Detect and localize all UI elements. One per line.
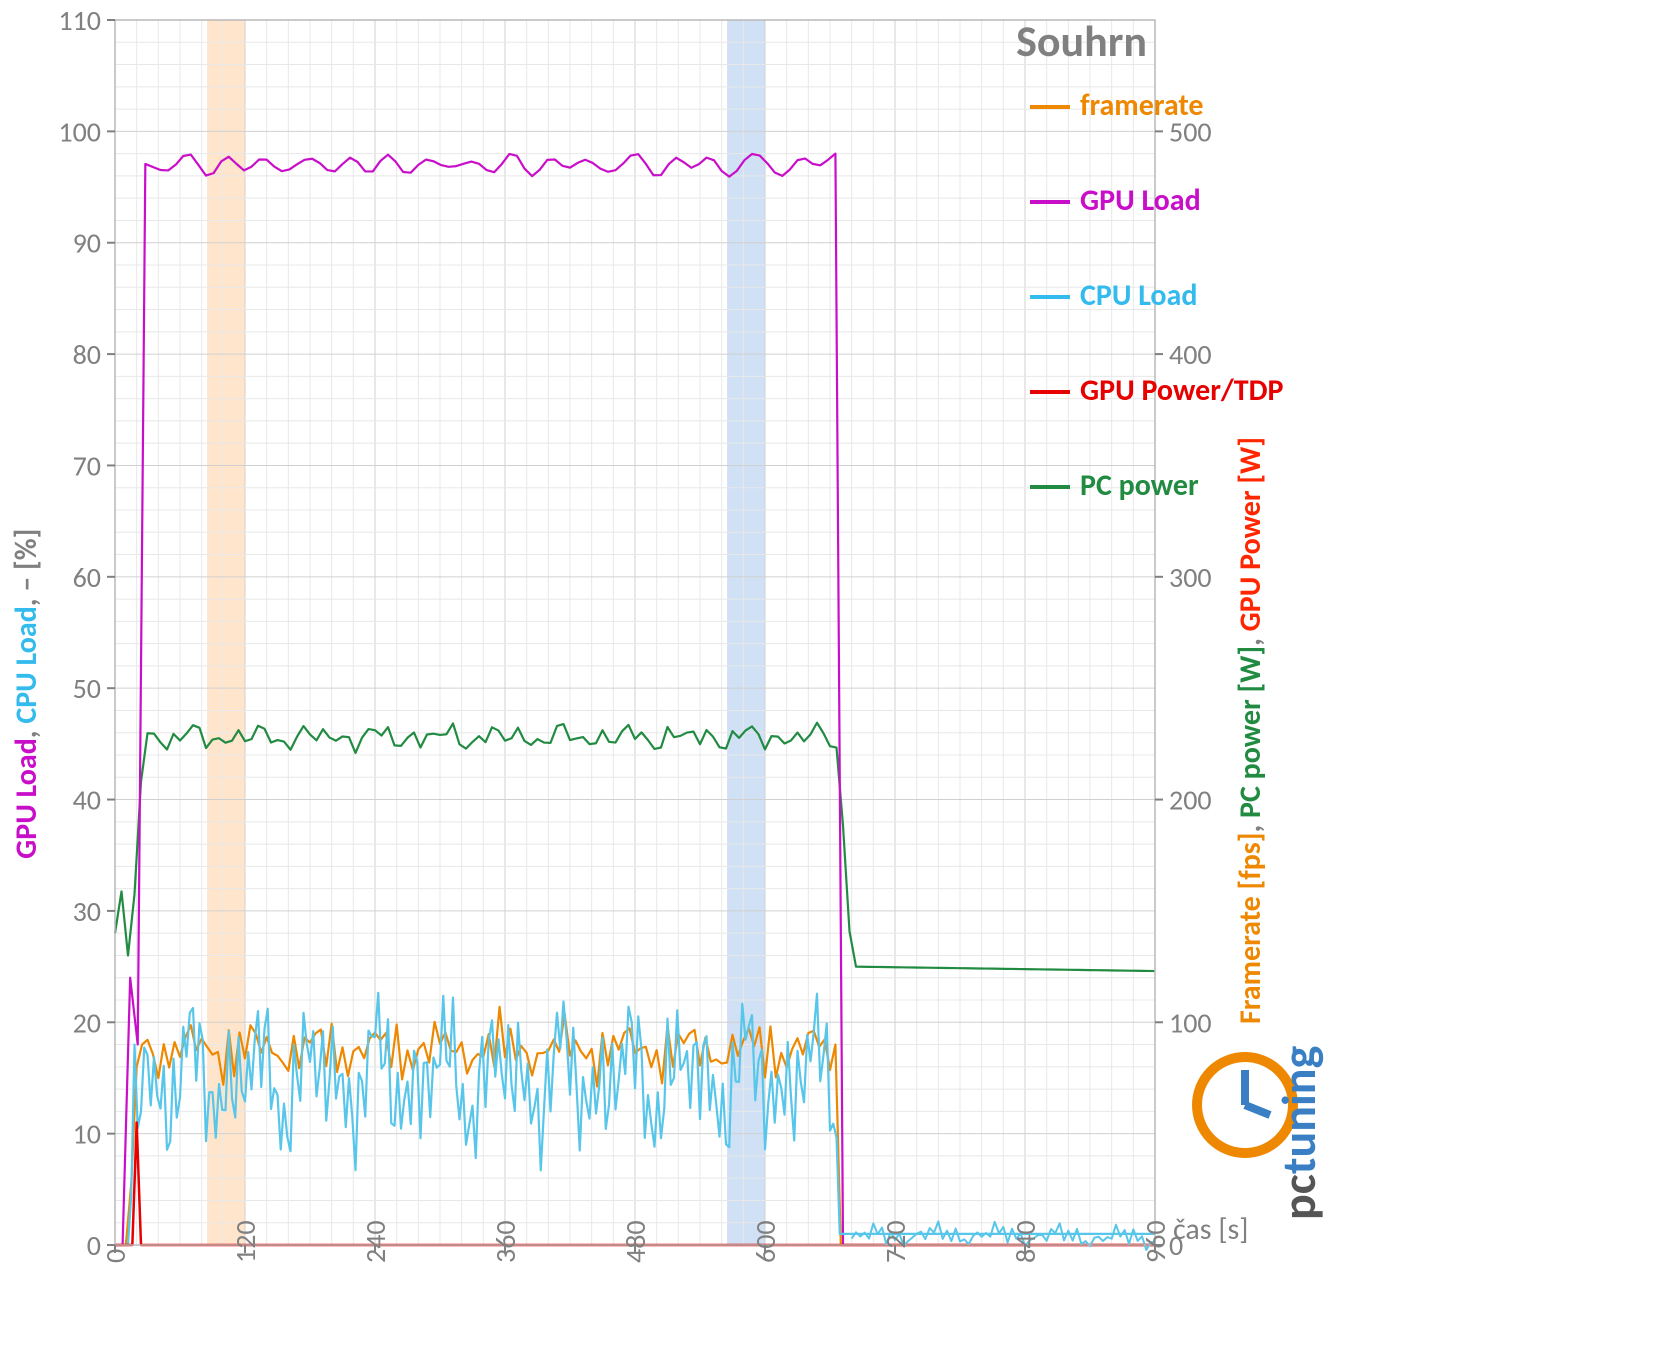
ytick-left: 20 [73, 1005, 101, 1040]
ytick-left: 40 [73, 783, 101, 818]
ytick-left: 100 [58, 114, 101, 149]
ytick-left: 80 [73, 337, 101, 372]
ytick-left: 60 [73, 560, 101, 595]
legend-label: framerate [1080, 87, 1204, 124]
xtick: 240 [358, 1220, 393, 1263]
ytick-left: 10 [73, 1117, 101, 1152]
y-axis-label-left: GPU Load, CPU Load, – [%] [8, 529, 45, 859]
ytick-right: 100 [1169, 1005, 1212, 1040]
ytick-left: 30 [73, 894, 101, 929]
chart-svg: 0102030405060708090100110010020030040050… [0, 0, 1658, 1361]
ytick-left: 110 [58, 3, 101, 38]
ytick-right: 200 [1169, 783, 1212, 818]
legend-label: GPU Load [1080, 182, 1201, 219]
xtick: 0 [98, 1249, 133, 1263]
xtick: 600 [748, 1220, 783, 1263]
legend-label: CPU Load [1080, 277, 1197, 314]
ytick-left: 90 [73, 226, 101, 261]
ytick-left: 50 [73, 671, 101, 706]
legend-label: PC power [1080, 467, 1199, 504]
chart-title: Souhrn [1016, 14, 1147, 68]
ytick-right: 400 [1169, 337, 1212, 372]
xtick: 960 [1138, 1220, 1173, 1263]
chart-container: 0102030405060708090100110010020030040050… [0, 0, 1658, 1361]
legend-label: GPU Power/TDP [1080, 372, 1284, 409]
logo-text: pctuning [1269, 1045, 1328, 1220]
ytick-right: 300 [1169, 560, 1212, 595]
y-axis-label-right: Framerate [fps], PC power [W], GPU Power… [1232, 437, 1269, 1024]
xtick: 120 [228, 1220, 263, 1263]
xtick: 360 [488, 1220, 523, 1263]
xtick: 480 [618, 1220, 653, 1263]
xtick: 840 [1008, 1220, 1043, 1263]
xtick: 720 [878, 1220, 913, 1263]
ytick-left: 70 [73, 448, 101, 483]
x-axis-label: čas [s] [1173, 1211, 1248, 1248]
